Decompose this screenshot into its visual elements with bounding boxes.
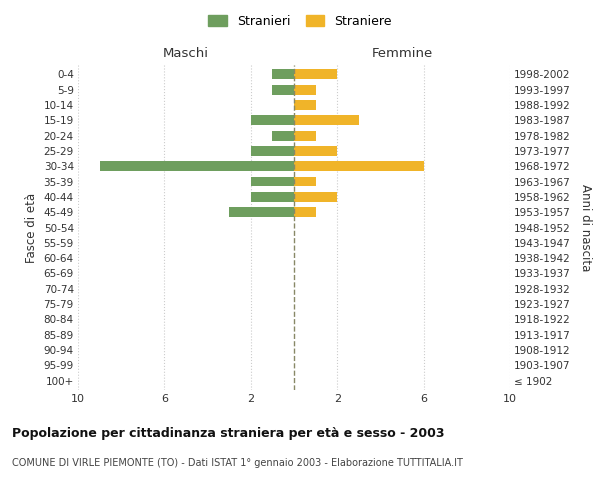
Bar: [294, 161, 424, 171]
Bar: [294, 146, 337, 156]
Bar: [294, 115, 359, 125]
Bar: [272, 130, 294, 140]
Bar: [229, 207, 294, 217]
Bar: [294, 69, 337, 79]
Bar: [100, 161, 294, 171]
Bar: [272, 69, 294, 79]
Y-axis label: Fasce di età: Fasce di età: [25, 192, 38, 262]
Text: COMUNE DI VIRLE PIEMONTE (TO) - Dati ISTAT 1° gennaio 2003 - Elaborazione TUTTIT: COMUNE DI VIRLE PIEMONTE (TO) - Dati IST…: [12, 458, 463, 468]
Bar: [251, 146, 294, 156]
Bar: [294, 176, 316, 186]
Text: Popolazione per cittadinanza straniera per età e sesso - 2003: Popolazione per cittadinanza straniera p…: [12, 428, 445, 440]
Text: Maschi: Maschi: [163, 48, 209, 60]
Bar: [294, 100, 316, 110]
Text: Femmine: Femmine: [371, 48, 433, 60]
Bar: [272, 84, 294, 94]
Bar: [294, 207, 316, 217]
Bar: [294, 130, 316, 140]
Legend: Stranieri, Straniere: Stranieri, Straniere: [205, 11, 395, 32]
Bar: [294, 84, 316, 94]
Bar: [251, 176, 294, 186]
Bar: [294, 192, 337, 202]
Y-axis label: Anni di nascita: Anni di nascita: [579, 184, 592, 271]
Bar: [251, 115, 294, 125]
Bar: [251, 192, 294, 202]
